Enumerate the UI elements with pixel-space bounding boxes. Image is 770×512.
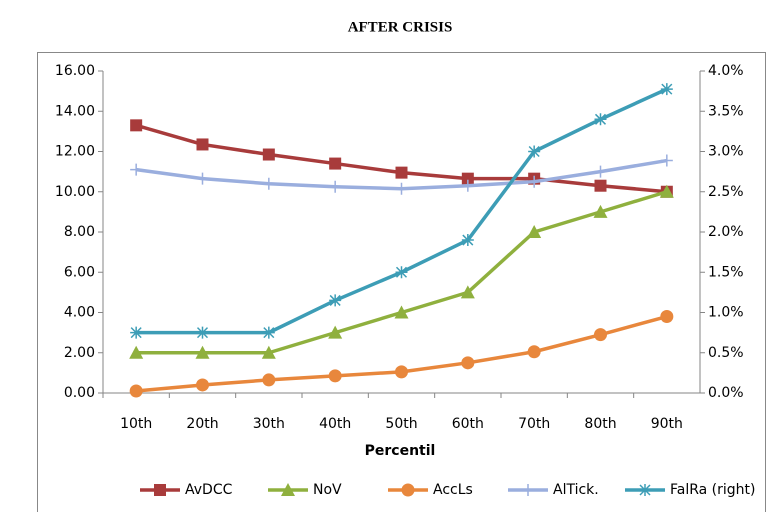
data-point [262, 177, 275, 190]
legend-label: FalRa (right) [670, 482, 756, 498]
y-tick-label: 2.00 [64, 345, 95, 361]
y2-tick-label: 0.5% [708, 345, 744, 361]
data-point [395, 266, 408, 279]
data-point [129, 384, 143, 398]
data-point [195, 345, 210, 359]
x-tick-label: 50th [385, 416, 417, 432]
y2-tick-label: 1.0% [708, 305, 744, 321]
data-point [328, 369, 342, 383]
y-tick-label: 14.00 [55, 103, 95, 119]
legend-marker [639, 484, 651, 496]
data-point [262, 326, 275, 339]
data-point [660, 154, 673, 167]
data-point [130, 163, 143, 176]
chart-title: AFTER CRISIS [348, 19, 453, 35]
legend-label: AvDCC [185, 482, 233, 498]
x-tick-label: 90th [651, 416, 683, 432]
x-tick-label: 40th [319, 416, 351, 432]
data-point [394, 305, 409, 319]
legend-marker [154, 484, 166, 496]
y-tick-label: 12.00 [55, 144, 95, 160]
y-tick-label: 6.00 [64, 264, 95, 280]
x-axis-title: Percentil [365, 443, 436, 459]
y-tick-label: 0.00 [64, 385, 95, 401]
data-point [527, 225, 542, 238]
data-point [196, 138, 209, 151]
data-point [659, 184, 674, 198]
data-point [593, 204, 608, 218]
data-point [329, 294, 342, 307]
data-point [660, 83, 673, 96]
data-point [329, 180, 342, 193]
data-point [261, 345, 276, 359]
legend-label: NoV [313, 482, 342, 498]
data-point [461, 234, 474, 247]
data-point [196, 172, 209, 185]
data-point [129, 345, 144, 359]
data-point [461, 172, 474, 185]
data-point [594, 165, 607, 178]
data-point [461, 356, 475, 370]
data-point [528, 175, 541, 188]
series-line [135, 123, 667, 194]
y2-tick-label: 4.0% [708, 63, 744, 79]
y-tick-label: 16.00 [55, 63, 95, 79]
y-tick-label: 8.00 [64, 224, 95, 240]
x-tick-label: 30th [253, 416, 285, 432]
data-point [594, 113, 607, 126]
data-point [262, 148, 275, 161]
data-point [329, 157, 342, 170]
data-point [528, 145, 541, 158]
y-tick-label: 10.00 [55, 184, 95, 200]
data-point [395, 182, 408, 195]
y2-tick-label: 2.0% [708, 224, 744, 240]
data-point [594, 179, 607, 192]
y2-tick-label: 1.5% [708, 264, 744, 280]
y2-tick-label: 3.5% [708, 103, 744, 119]
data-point [130, 119, 143, 132]
data-point [594, 328, 607, 342]
data-point [660, 310, 674, 324]
legend-marker [281, 483, 295, 496]
data-point [130, 326, 143, 339]
legend-label: AlTick. [553, 482, 599, 498]
legend-marker [522, 484, 534, 496]
chart-border [37, 52, 766, 512]
data-point [328, 325, 343, 339]
data-point [460, 285, 475, 299]
y2-tick-label: 2.5% [708, 184, 744, 200]
series-line [136, 87, 668, 335]
data-point [395, 166, 408, 179]
x-tick-label: 70th [518, 416, 550, 432]
x-tick-label: 80th [584, 416, 616, 432]
x-tick-label: 10th [120, 416, 152, 432]
data-point [461, 179, 474, 192]
y2-tick-label: 0.0% [708, 385, 744, 401]
data-point [262, 373, 276, 387]
data-point [527, 345, 541, 359]
data-point [196, 326, 209, 339]
y-tick-label: 4.00 [64, 305, 95, 321]
data-point [395, 365, 408, 379]
data-point [196, 378, 209, 392]
legend-marker [401, 483, 415, 497]
x-tick-label: 20th [186, 416, 218, 432]
legend-label: AccLs [433, 482, 473, 498]
y2-tick-label: 3.0% [708, 144, 744, 160]
x-tick-label: 60th [452, 416, 484, 432]
